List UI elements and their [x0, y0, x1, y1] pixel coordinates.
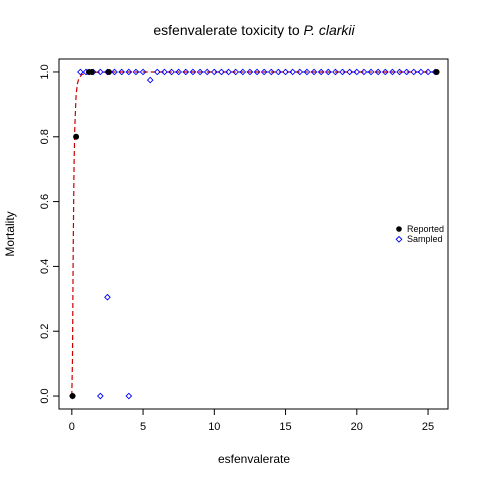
sampled-point — [282, 68, 289, 76]
sampled-point — [111, 68, 118, 76]
x-tick-label: 0 — [69, 421, 75, 433]
x-tick-label: 15 — [279, 421, 291, 433]
sampled-point — [346, 68, 354, 76]
sampled-point — [203, 68, 211, 76]
sampled-point — [339, 68, 346, 76]
sampled-point — [104, 293, 111, 301]
sampled-point — [153, 68, 161, 76]
sampled-point — [132, 68, 140, 76]
x-axis-label: esfenvalerate — [218, 452, 290, 466]
legend-reported-label: Reported — [407, 224, 444, 234]
sampled-point — [182, 68, 190, 76]
sampled-point — [374, 68, 382, 76]
data-points — [69, 68, 440, 400]
legend-sampled-label: Sampled — [407, 234, 443, 244]
chart-title: esfenvalerate toxicity to P. clarkii — [153, 22, 355, 38]
sampled-point — [196, 68, 204, 76]
sampled-point — [403, 68, 411, 76]
sampled-point — [225, 68, 232, 76]
sampled-point — [161, 68, 168, 76]
legend-sampled-marker — [395, 235, 403, 243]
y-axis-label: Mortality — [3, 211, 17, 256]
sampled-point — [310, 68, 318, 76]
y-tick-label: 0.4 — [39, 259, 51, 274]
sampled-point — [253, 68, 261, 76]
chart-title-prefix: esfenvalerate toxicity to — [153, 22, 303, 38]
sampled-point — [303, 68, 311, 76]
chart-title-italic: P. clarkii — [304, 22, 356, 38]
sampled-point — [353, 68, 361, 76]
sampled-point — [417, 68, 425, 76]
sampled-point — [367, 68, 375, 76]
sampled-point — [424, 68, 432, 76]
sampled-point — [275, 68, 282, 76]
sampled-point — [267, 68, 275, 76]
sampled-point — [332, 68, 339, 76]
sampled-point — [381, 68, 389, 76]
sampled-point — [175, 68, 183, 76]
reported-point — [73, 133, 80, 140]
reported-point — [433, 68, 440, 75]
y-tick-label: 0.8 — [39, 129, 51, 144]
legend-reported-marker — [396, 226, 402, 232]
sampled-point — [239, 68, 247, 76]
y-tick-label: 1.0 — [39, 64, 51, 79]
x-tick-label: 10 — [208, 421, 220, 433]
sampled-point — [410, 68, 418, 76]
sampled-point — [360, 68, 368, 76]
sampled-point — [389, 68, 396, 76]
y-axis: 0.0 0.2 0.4 0.6 0.8 1.0 — [39, 64, 59, 404]
reported-point — [105, 68, 112, 75]
sampled-point — [146, 76, 154, 84]
sampled-point — [246, 68, 254, 76]
sampled-point — [232, 68, 240, 76]
sampled-point — [168, 68, 175, 76]
y-tick-label: 0.0 — [39, 388, 51, 403]
sampled-point — [260, 68, 268, 76]
sampled-point — [96, 392, 104, 400]
sampled-point — [77, 68, 84, 76]
sampled-point — [125, 68, 133, 76]
reported-point — [69, 393, 76, 400]
y-tick-label: 0.6 — [39, 194, 51, 209]
fit-line — [71, 71, 437, 397]
sampled-point — [296, 68, 304, 76]
reported-point — [88, 68, 95, 75]
sampled-point — [396, 68, 403, 76]
sampled-point — [189, 68, 197, 76]
x-tick-label: 25 — [422, 421, 434, 433]
sampled-point — [289, 68, 297, 76]
sampled-point — [218, 68, 225, 76]
x-axis: 0 5 10 15 20 25 — [69, 409, 434, 433]
y-tick-label: 0.2 — [39, 324, 51, 339]
sampled-point — [125, 392, 133, 400]
sampled-point — [118, 68, 126, 76]
x-tick-label: 20 — [351, 421, 363, 433]
sampled-point — [139, 68, 147, 76]
sampled-point — [210, 68, 218, 76]
x-tick-label: 5 — [140, 421, 146, 433]
sampled-point — [96, 68, 104, 76]
legend: Reported Sampled — [395, 224, 444, 244]
sampled-point — [317, 68, 325, 76]
plot-frame — [58, 58, 449, 410]
sampled-point — [324, 68, 332, 76]
